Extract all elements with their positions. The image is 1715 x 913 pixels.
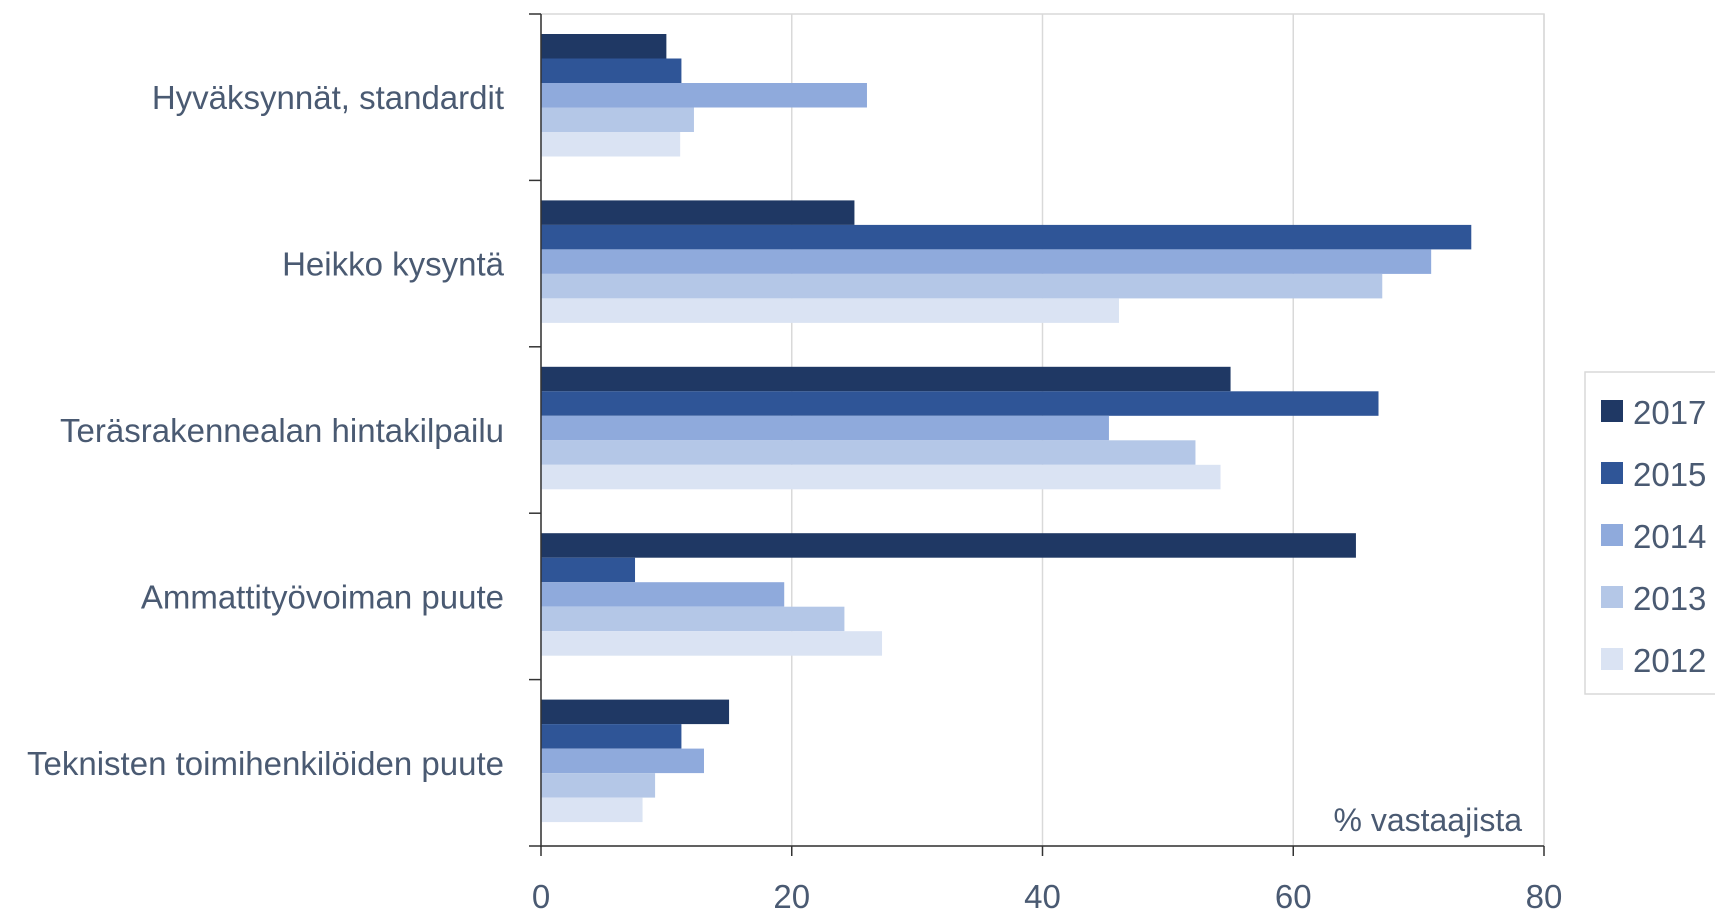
x-tick-label-40: 40	[1024, 878, 1061, 913]
bar-2015-4	[541, 557, 636, 583]
legend-label-2014: 2014	[1633, 518, 1706, 555]
bar-2014-3	[541, 415, 1109, 441]
bar-2015-2	[541, 224, 1472, 250]
legend-label-2013: 2013	[1633, 580, 1706, 617]
axes	[529, 13, 1545, 856]
legend-swatch-2015	[1601, 462, 1623, 484]
bar-2013-4	[541, 606, 845, 632]
legend-swatch-2014	[1601, 524, 1623, 546]
legend-swatch-2013	[1601, 586, 1623, 608]
legend: 2017 2015 2014 2013 2012	[1584, 371, 1715, 695]
legend-label-2017: 2017	[1633, 394, 1706, 431]
bar-2013-5	[541, 773, 656, 798]
category-label-3: Teräsrakennealan hintakilpailu	[60, 412, 504, 449]
bar-2013-2	[541, 273, 1383, 299]
legend-swatch-2017	[1601, 400, 1623, 422]
bar-2012-5	[541, 797, 643, 823]
x-tick-label-60: 60	[1275, 878, 1312, 913]
category-label-2: Heikko kysyntä	[282, 246, 505, 283]
legend-swatch-2012	[1601, 648, 1623, 670]
bar-2017-4	[541, 533, 1356, 558]
bar-2015-3	[541, 391, 1379, 416]
x-tick-label-0: 0	[532, 878, 550, 913]
x-tick-label-20: 20	[773, 878, 810, 913]
unit-annotation: % vastaajista	[1333, 802, 1522, 838]
bar-2012-3	[541, 464, 1221, 490]
bar-2017-1	[541, 34, 667, 59]
bar-2012-4	[541, 631, 883, 656]
bar-2012-2	[541, 298, 1119, 323]
legend-label-2012: 2012	[1633, 642, 1706, 679]
legend-label-2015: 2015	[1633, 456, 1706, 493]
x-tick-label-80: 80	[1526, 878, 1563, 913]
bar-2013-3	[541, 440, 1196, 465]
bar-2013-1	[541, 107, 694, 132]
category-label-5: Teknisten toimihenkilöiden puute	[27, 745, 504, 782]
category-label-1: Hyväksynnät, standardit	[152, 79, 504, 116]
bar-2012-1	[541, 132, 681, 157]
bar-2014-1	[541, 83, 867, 108]
category-labels: Hyväksynnät, standardit Heikko kysyntä Ter…	[27, 79, 505, 782]
bar-2017-3	[541, 366, 1231, 392]
bar-2015-1	[541, 58, 682, 83]
bar-2017-2	[541, 200, 855, 225]
bar-2014-5	[541, 748, 704, 774]
bar-2017-5	[541, 699, 730, 725]
bar-2014-2	[541, 249, 1432, 274]
bar-2014-4	[541, 582, 785, 607]
x-tick-labels: 0 20 40 60 80	[532, 878, 1563, 913]
bars	[541, 34, 1472, 823]
bar-2015-5	[541, 724, 682, 749]
category-label-4: Ammattityövoiman puute	[141, 578, 504, 615]
